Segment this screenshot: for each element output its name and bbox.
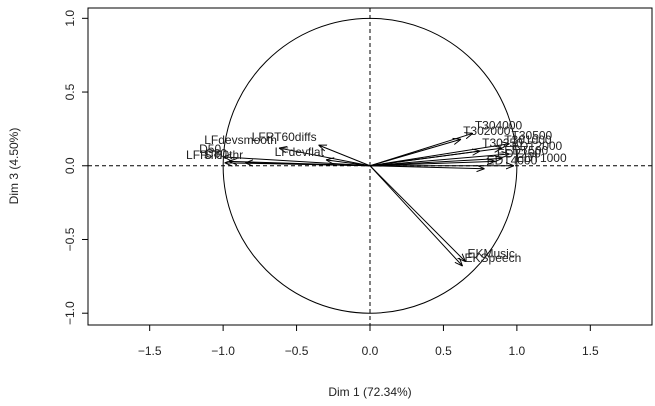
variable-label: LFRT60diffs bbox=[252, 130, 317, 144]
variable-arrow bbox=[279, 148, 371, 167]
variable-arrow bbox=[369, 133, 473, 167]
variable-label: STI bbox=[204, 148, 223, 162]
y-tick-label: −1.0 bbox=[63, 301, 77, 325]
variable-label: D50 bbox=[199, 142, 221, 156]
unit-circle bbox=[222, 17, 518, 314]
variable-arrow bbox=[369, 144, 510, 167]
x-tick-label: −1.5 bbox=[138, 344, 162, 358]
variable-label: EKMusic bbox=[467, 247, 514, 261]
variable-label: T302000 bbox=[463, 124, 511, 138]
x-tick-label: 1.0 bbox=[509, 344, 526, 358]
variable-label: T30250 bbox=[482, 136, 523, 150]
variable-label: LFdevflat bbox=[275, 145, 325, 159]
variable-arrow bbox=[369, 165, 465, 262]
variable-arrow bbox=[223, 157, 371, 167]
variable-arrow bbox=[319, 145, 371, 167]
x-axis-title: Dim 1 (72.34%) bbox=[328, 385, 411, 399]
variable-label: T304000 bbox=[475, 118, 523, 132]
variable-label: LFdevsmooth bbox=[204, 133, 277, 147]
y-tick-label: 0.0 bbox=[63, 157, 77, 174]
variable-arrow bbox=[245, 163, 371, 166]
variable-label: C80 bbox=[205, 146, 227, 160]
variable-arrow bbox=[369, 161, 495, 167]
variable-label: T301000 bbox=[504, 133, 552, 147]
x-tick-label: −1.0 bbox=[211, 344, 235, 358]
variable-arrow bbox=[326, 160, 371, 167]
x-tick-label: −0.5 bbox=[285, 344, 309, 358]
y-tick-label: −0.5 bbox=[63, 227, 77, 251]
variable-label: EDT250 bbox=[497, 146, 541, 160]
y-tick-label: 1.0 bbox=[63, 10, 77, 27]
x-tick-label: 1.5 bbox=[582, 344, 599, 358]
y-tick-label: 0.5 bbox=[63, 83, 77, 100]
x-tick-label: 0.0 bbox=[362, 344, 379, 358]
variable-label: T30500 bbox=[512, 129, 553, 143]
variable-label: EKSpeech bbox=[465, 251, 522, 265]
variable-arrow bbox=[369, 154, 510, 167]
variable-arrow bbox=[369, 165, 463, 266]
x-tick-label: 0.5 bbox=[435, 344, 452, 358]
variable-label: EDT2000 bbox=[512, 139, 563, 153]
variable-label: LFRT60thr bbox=[186, 148, 243, 162]
variable-arrow bbox=[369, 148, 502, 167]
variable-label: EDT500 bbox=[504, 143, 548, 157]
variable-label: EDT1000 bbox=[516, 151, 567, 165]
y-axis-title: Dim 3 (4.50%) bbox=[7, 128, 21, 205]
